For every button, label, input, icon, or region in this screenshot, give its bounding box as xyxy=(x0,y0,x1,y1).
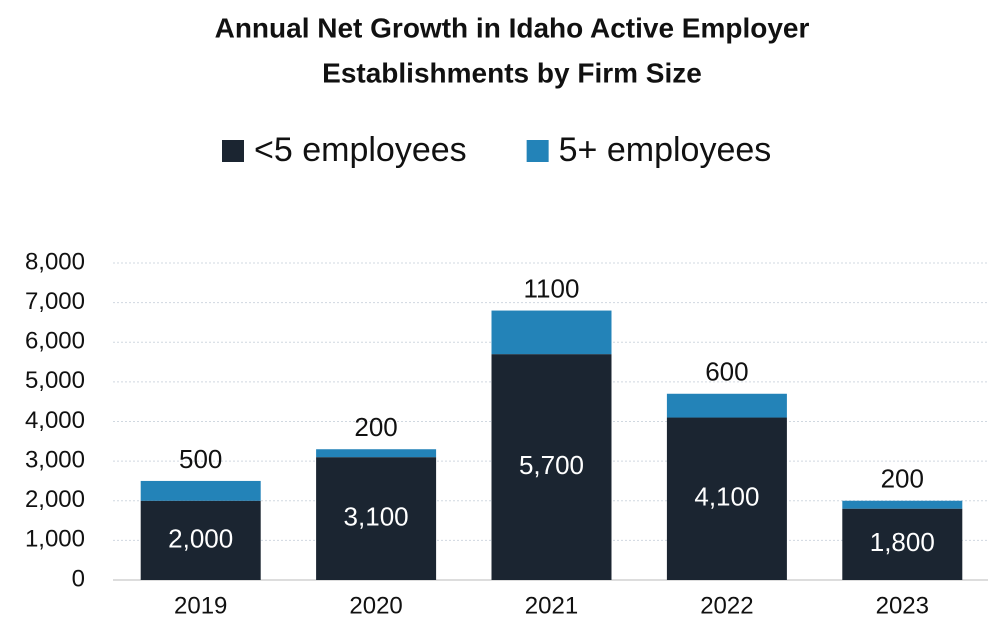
y-tick-label: 8,000 xyxy=(25,248,85,275)
y-tick-label: 2,000 xyxy=(25,486,85,513)
y-tick-label: 0 xyxy=(72,565,85,592)
bar-segment xyxy=(316,457,437,580)
legend-label: 5+ employees xyxy=(559,131,772,169)
data-label: 2,000 xyxy=(168,523,233,553)
y-tick-label: 7,000 xyxy=(25,288,85,315)
x-tick-label: 2023 xyxy=(876,592,929,619)
x-tick-label: 2020 xyxy=(349,592,402,619)
data-label: 500 xyxy=(179,444,222,474)
chart-title: Establishments by Firm Size xyxy=(322,57,702,88)
data-label: 1,800 xyxy=(870,527,935,557)
x-tick-label: 2021 xyxy=(525,592,578,619)
y-tick-label: 3,000 xyxy=(25,446,85,473)
bar-segment xyxy=(491,310,612,355)
bar-segment xyxy=(666,417,787,580)
bar-segment xyxy=(491,354,612,580)
y-tick-label: 4,000 xyxy=(25,407,85,434)
bar-segment xyxy=(842,508,963,580)
chart-title: Annual Net Growth in Idaho Active Employ… xyxy=(215,12,810,43)
data-label: 5,700 xyxy=(519,450,584,480)
data-label: 4,100 xyxy=(694,482,759,512)
bar-segment xyxy=(842,500,963,509)
bar-segment xyxy=(316,449,437,458)
data-label: 200 xyxy=(881,464,924,494)
legend-swatch xyxy=(526,140,549,162)
y-tick-label: 5,000 xyxy=(25,367,85,394)
data-label: 1100 xyxy=(524,273,580,303)
y-tick-label: 6,000 xyxy=(25,328,85,355)
data-label: 200 xyxy=(354,412,397,442)
x-tick-label: 2022 xyxy=(700,592,753,619)
y-tick-label: 1,000 xyxy=(25,526,85,553)
bar-segment xyxy=(140,500,261,580)
legend-swatch xyxy=(222,140,244,162)
data-label: 600 xyxy=(705,357,748,387)
bar-segment xyxy=(666,393,787,418)
bar-segment xyxy=(140,480,261,501)
data-label: 3,100 xyxy=(344,501,409,531)
x-tick-label: 2019 xyxy=(174,592,227,619)
legend-label: <5 employees xyxy=(254,131,467,169)
